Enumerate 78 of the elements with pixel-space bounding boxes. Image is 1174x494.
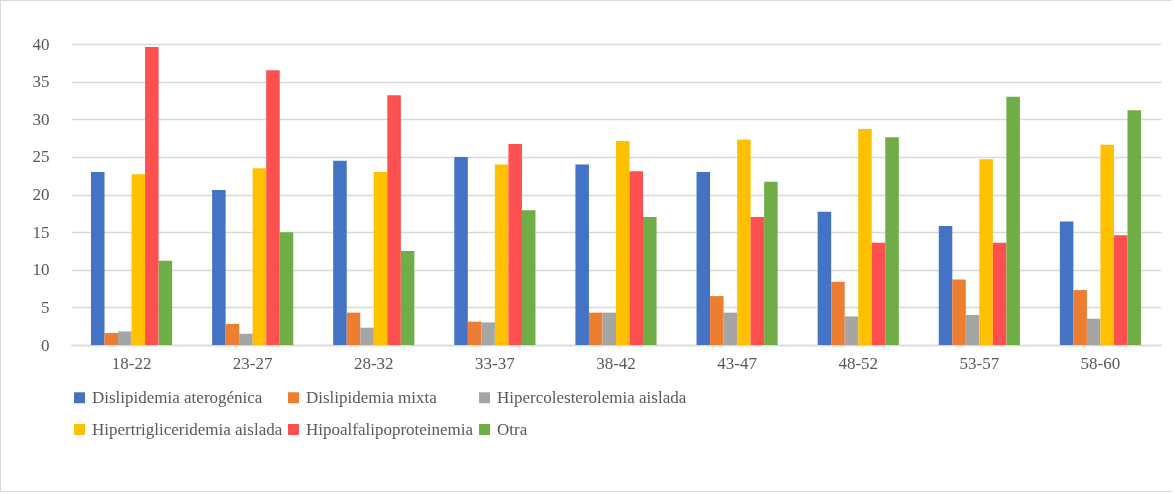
bar [817, 211, 832, 345]
bar [588, 312, 603, 345]
bar [454, 156, 468, 345]
bar [858, 129, 872, 345]
y-tick-label: 35 [32, 72, 50, 92]
x-tick-label: 38-42 [596, 353, 636, 373]
bar [885, 137, 899, 345]
bar [938, 226, 953, 345]
bar [1059, 221, 1074, 345]
bar [979, 159, 993, 345]
x-tick-label: 53-57 [959, 353, 1000, 373]
bar [252, 168, 267, 345]
bar [871, 242, 886, 345]
bar [266, 70, 280, 345]
bar [346, 312, 361, 345]
bar [1100, 144, 1114, 345]
legend-label: Hipoalfalipoproteinemia [306, 419, 474, 439]
bar [831, 281, 845, 345]
y-tick-label: 30 [32, 109, 50, 129]
bar [696, 171, 711, 345]
bar [844, 316, 859, 345]
bar [131, 174, 146, 345]
bar [467, 321, 482, 345]
bar [750, 217, 765, 345]
legend-label: Otra [497, 419, 528, 439]
bar [992, 242, 1007, 345]
bar [1073, 290, 1087, 345]
legend-label: Dislipidemia aterogénica [92, 387, 263, 407]
bar [373, 171, 388, 345]
x-tick-label: 43-47 [717, 353, 758, 373]
bar [225, 323, 240, 345]
bar [1127, 110, 1142, 345]
y-tick-label: 15 [32, 222, 50, 242]
x-tick-label: 23-27 [232, 353, 273, 373]
bar [494, 164, 509, 345]
bar [118, 331, 132, 345]
y-tick-label: 20 [32, 185, 50, 204]
bar [1113, 235, 1128, 345]
legend-label: Hipercolesterolemia aislada [497, 387, 687, 407]
y-tick-label: 0 [41, 335, 50, 355]
bar [737, 139, 751, 345]
bar [723, 312, 738, 345]
bar [965, 314, 980, 345]
bar [239, 333, 253, 345]
y-tick-label: 5 [41, 297, 50, 317]
bar [764, 181, 778, 345]
bar [333, 160, 347, 345]
legend-label: Hipertrigliceridemia aislada [92, 419, 283, 439]
y-tick-label: 40 [32, 34, 50, 54]
bar [710, 296, 724, 345]
bar [158, 260, 173, 345]
bar [521, 210, 536, 345]
y-tick-label: 25 [32, 147, 50, 167]
bar [952, 279, 966, 345]
bar [602, 312, 616, 345]
x-tick-label: 18-22 [111, 353, 152, 373]
bar [90, 171, 105, 345]
bar [616, 141, 630, 345]
bar [575, 164, 589, 345]
bar [1086, 318, 1101, 345]
bar [104, 332, 119, 345]
bar [387, 95, 401, 345]
bar [279, 232, 294, 345]
bar [400, 250, 415, 345]
bar [481, 322, 495, 345]
bar [145, 47, 159, 345]
legend-label: Dislipidemia mixta [306, 387, 438, 407]
y-tick-label: 10 [32, 260, 50, 280]
x-tick-label: 28-32 [353, 353, 394, 373]
x-tick-label: 58-60 [1080, 353, 1121, 373]
bar [360, 327, 374, 345]
x-tick-label: 48-52 [838, 353, 879, 373]
x-tick-label: 33-37 [475, 353, 516, 373]
bar [643, 217, 657, 345]
bar [1006, 96, 1020, 345]
bar [212, 189, 226, 345]
bar [629, 171, 644, 345]
bar [508, 144, 522, 345]
